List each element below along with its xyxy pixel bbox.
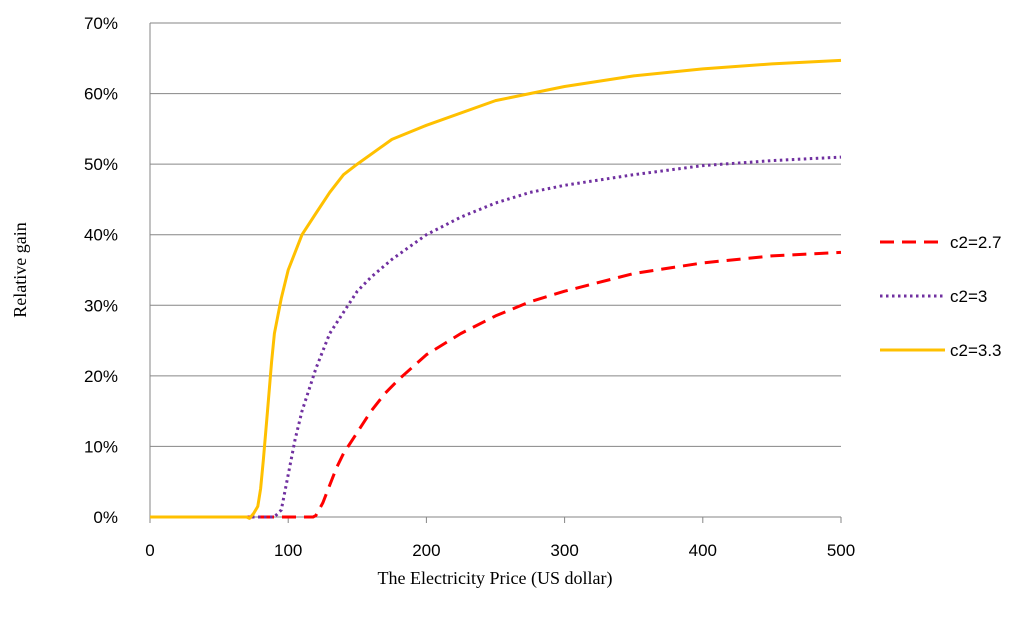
y-tick-label: 30% (84, 296, 118, 315)
axes (149, 23, 842, 523)
legend-label: c2=2.7 (950, 233, 1002, 252)
x-tick-labels: 0 100 200 300 400 500 (145, 541, 855, 560)
x-tick-label: 100 (274, 541, 302, 560)
y-tick-label: 0% (93, 508, 118, 527)
series-line-c2=3.3 (150, 58, 842, 520)
legend-label: c2=3 (950, 287, 987, 306)
x-tick-label: 0 (145, 541, 154, 560)
y-tick-labels: 0% 10% 20% 30% 40% 50% 60% 70% (84, 14, 118, 527)
y-tick-label: 40% (84, 226, 118, 245)
y-tick-label: 60% (84, 85, 118, 104)
x-tick-label: 200 (412, 541, 440, 560)
y-tick-label: 50% (84, 155, 118, 174)
y-tick-label: 20% (84, 367, 118, 386)
series-line-c2=2.7 (150, 250, 842, 519)
x-tick-label: 300 (550, 541, 578, 560)
gridlines (150, 22, 841, 447)
legend: c2=2.7 c2=3 c2=3.3 (880, 233, 1002, 360)
series-line-c2=3 (150, 155, 842, 519)
legend-label: c2=3.3 (950, 341, 1002, 360)
y-tick-label: 70% (84, 14, 118, 33)
series-lines (150, 58, 842, 520)
y-tick-label: 10% (84, 437, 118, 456)
y-axis-title: Relative gain (10, 222, 30, 317)
x-tick-label: 400 (689, 541, 717, 560)
x-axis-title: The Electricity Price (US dollar) (378, 568, 613, 589)
x-tick-label: 500 (827, 541, 855, 560)
